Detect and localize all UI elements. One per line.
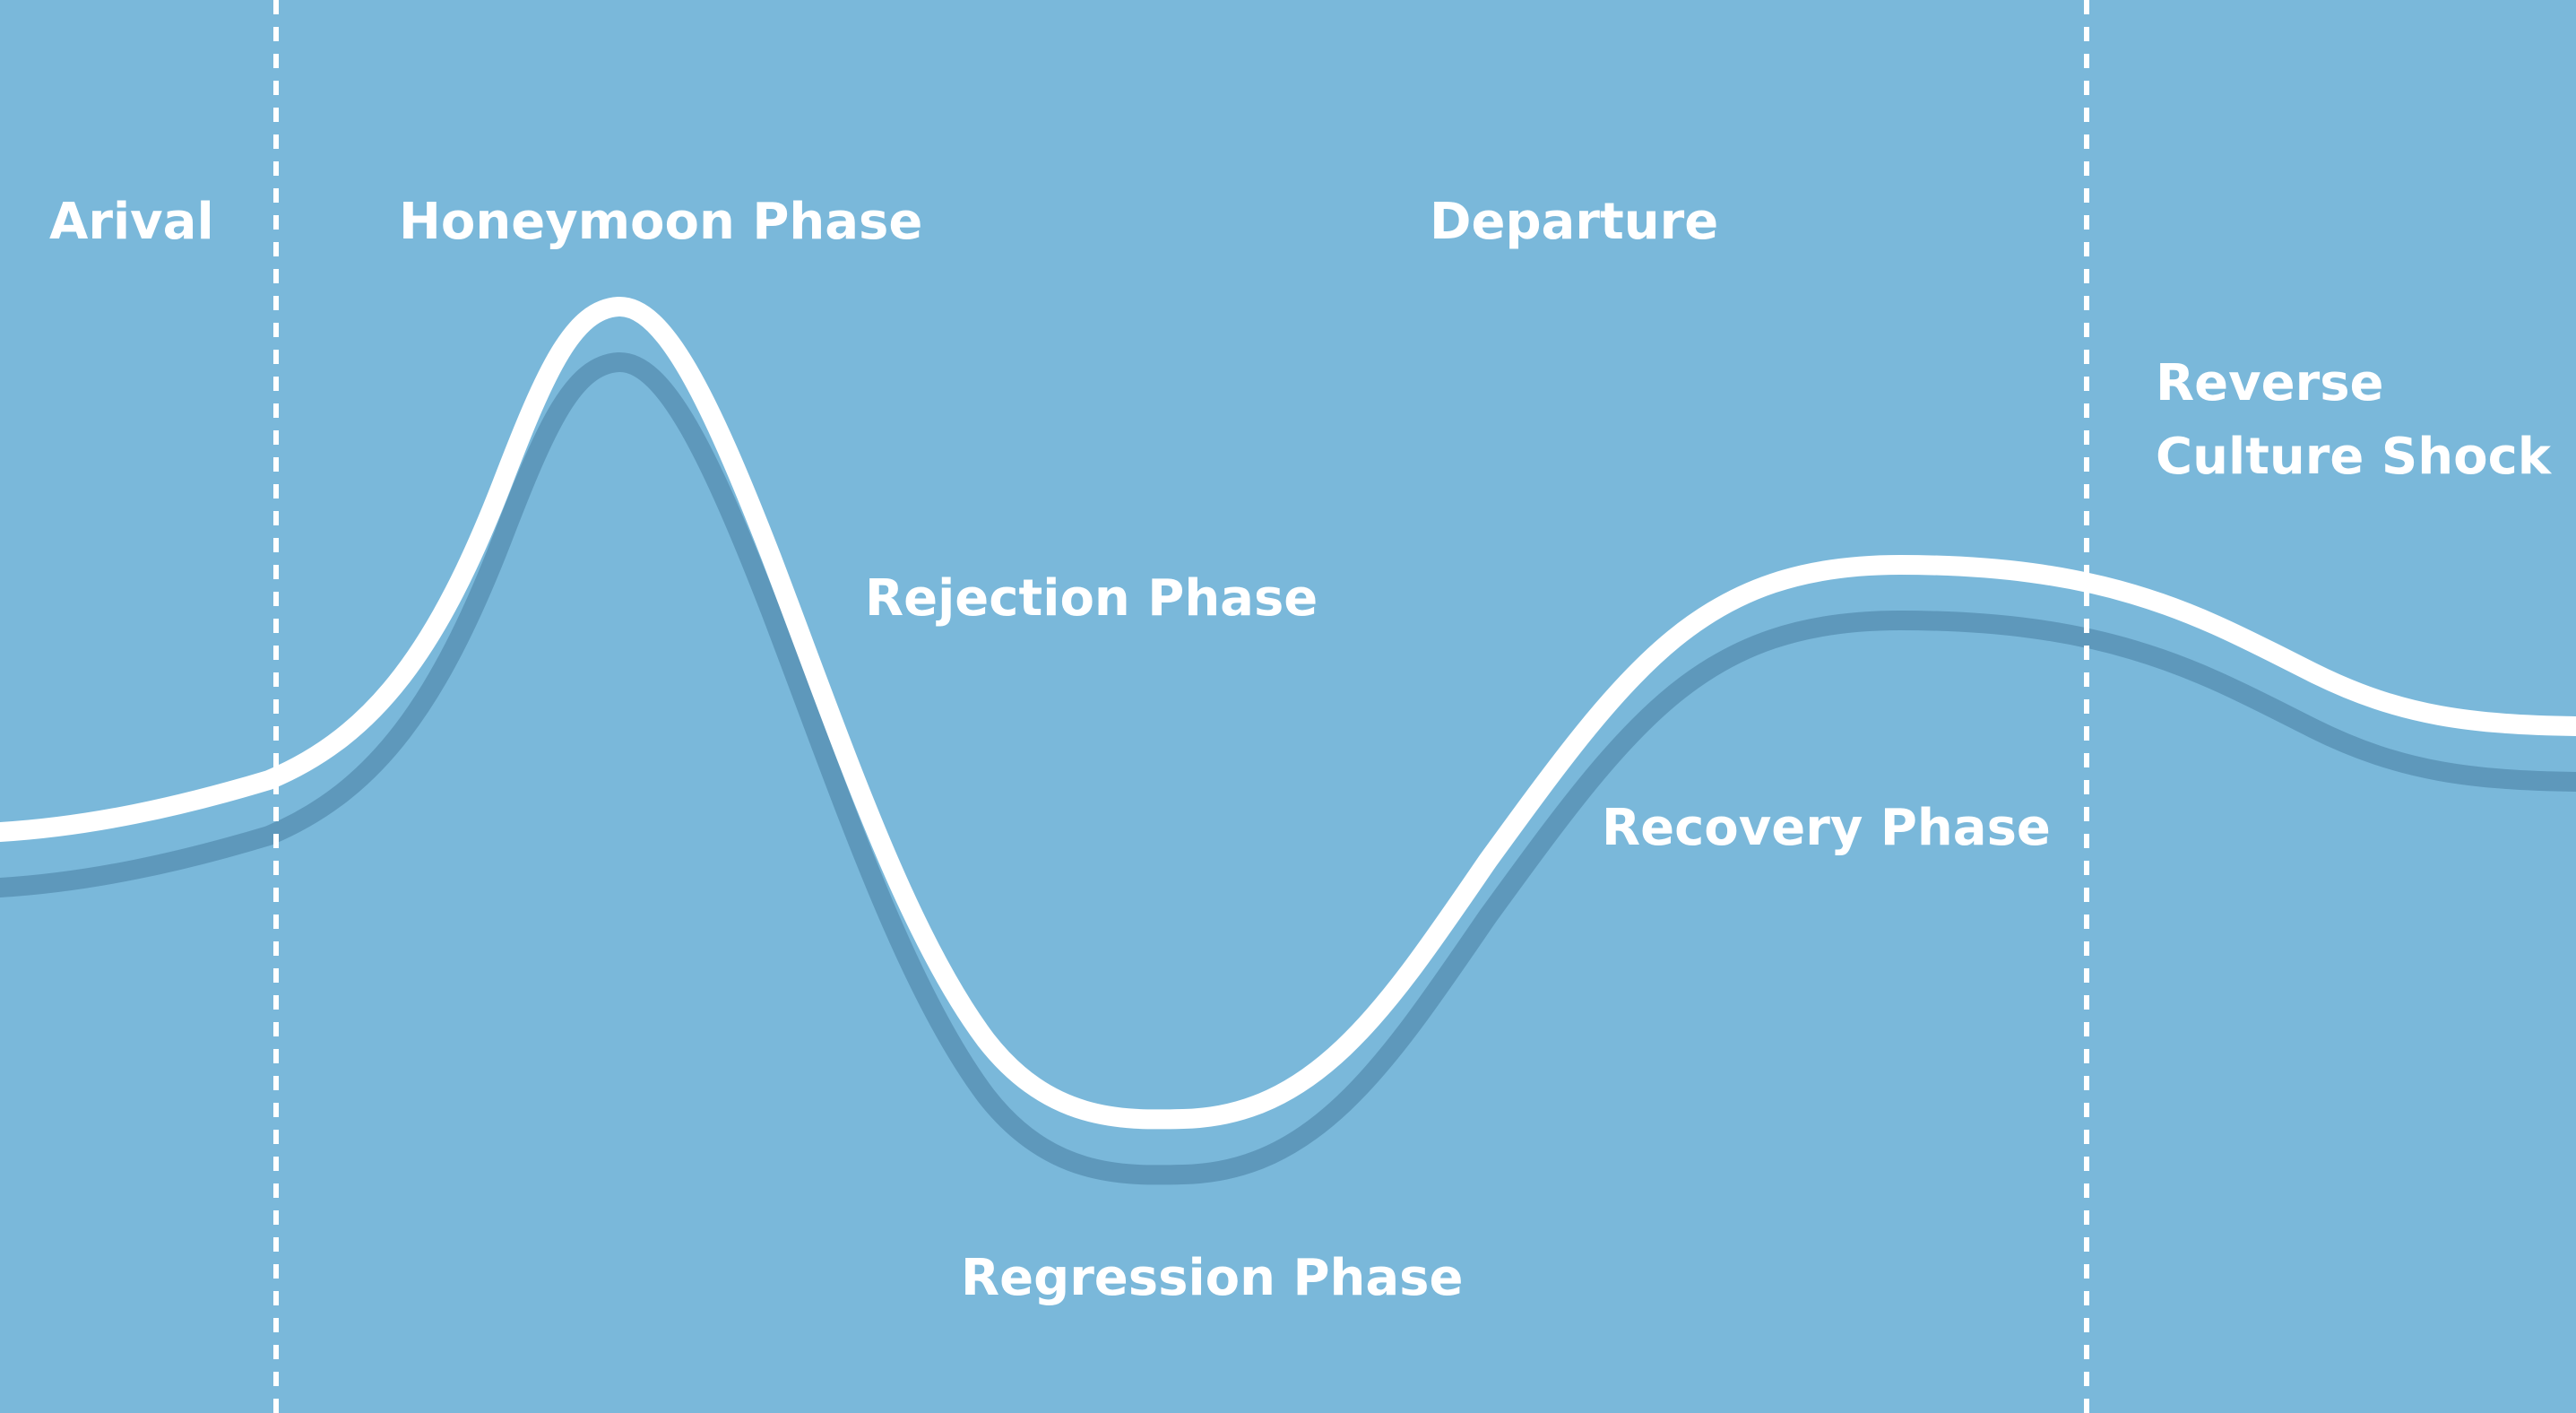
rejection-phase-label: Rejection Phase (865, 569, 1318, 628)
reverse-culture-shock-label-line1: Reverse (2156, 354, 2384, 412)
arrival-label: Arival (49, 193, 214, 251)
curve-shadow (0, 352, 2576, 1185)
reverse-culture-shock-label-line2: Culture Shock (2156, 428, 2553, 486)
recovery-phase-label: Recovery Phase (1602, 799, 2051, 857)
honeymoon-phase-label: Honeymoon Phase (399, 193, 922, 251)
culture-shock-curve (0, 297, 2576, 1130)
departure-label: Departure (1430, 193, 1718, 251)
regression-phase-label: Regression Phase (961, 1249, 1464, 1307)
